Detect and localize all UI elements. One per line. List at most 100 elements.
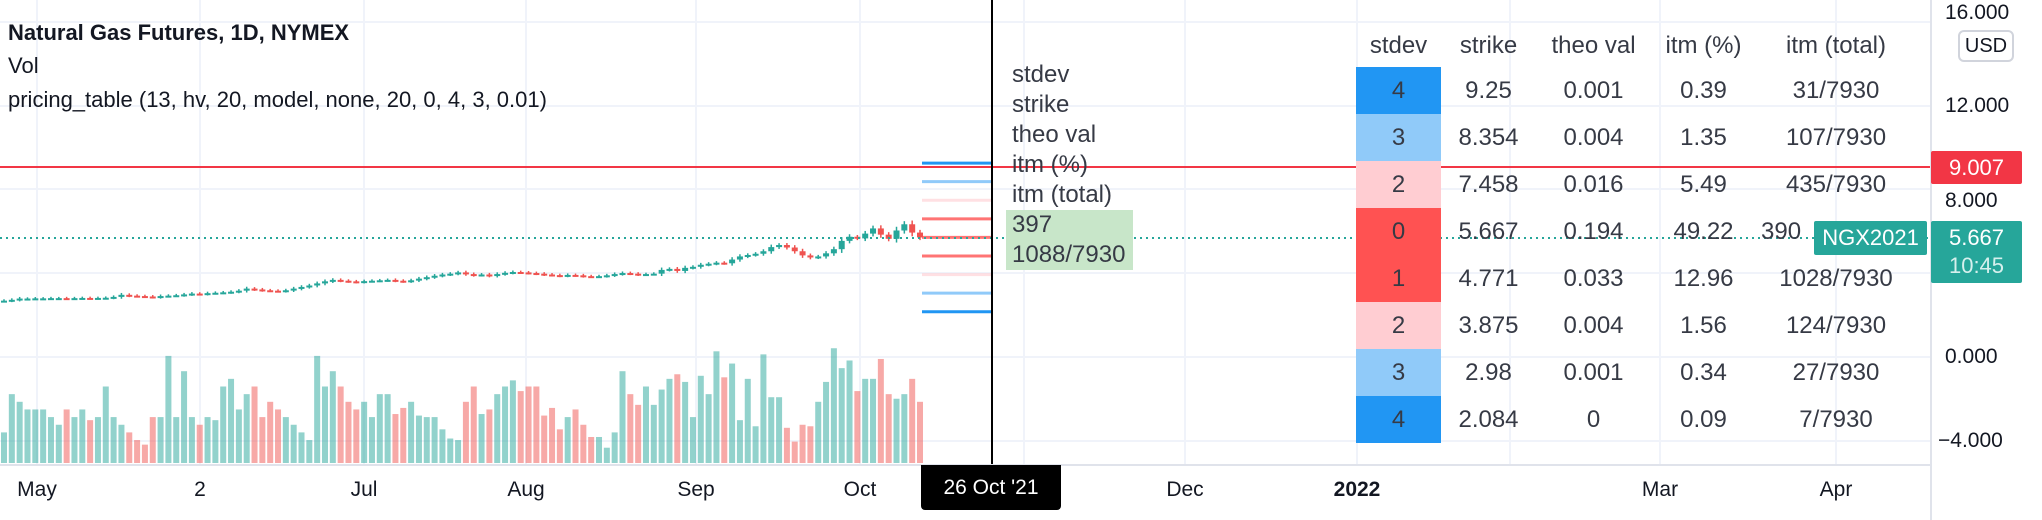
price-tick: 0.000 (1945, 345, 1998, 368)
volume-bar (760, 354, 767, 463)
table-cell-theo: 0.004 (1563, 312, 1624, 339)
volume-bar (63, 409, 70, 463)
volume-bar (689, 417, 696, 463)
candle-body (815, 256, 822, 259)
volume-bar (165, 355, 172, 463)
time-label: Mar (1641, 478, 1679, 501)
table-cell-itm_pct: 49.22 (1673, 218, 1734, 245)
table-cell-itm_total: 435/7930 (1785, 171, 1887, 198)
overlay-table-header: stdev (1012, 61, 1070, 88)
volume-bar (541, 415, 548, 463)
volume-bar (259, 417, 266, 463)
volume-bar (32, 409, 39, 463)
volume-bar (611, 432, 618, 463)
volume-bar (549, 407, 556, 463)
volume-bar (494, 394, 501, 463)
candle-body (619, 273, 626, 276)
table-cell-strike: 3.875 (1458, 312, 1519, 339)
volume-bar (838, 368, 845, 463)
volume-bar (447, 438, 454, 463)
volume-bar (40, 409, 47, 463)
candle-body (188, 293, 195, 296)
candle-body (267, 290, 274, 293)
overlay-table-header: itm (total) (1012, 181, 1113, 208)
volume-bar (721, 377, 728, 463)
candle-body (368, 280, 375, 283)
overlay-table-header: theo val (1012, 121, 1097, 148)
volume-bar (870, 378, 877, 463)
candle-body (87, 297, 94, 300)
overlay-pricing-table: stdev strike theo val itm (%) itm (total… (1006, 60, 1326, 270)
candle-body (298, 286, 305, 289)
candle-body (196, 293, 203, 296)
table-cell-itm_total: 390 (1761, 218, 1802, 245)
candle-body (431, 275, 438, 278)
volume-bar (188, 417, 195, 463)
candle-body (32, 298, 39, 301)
currency-button[interactable]: USD (1958, 30, 2014, 62)
volume-bar (815, 401, 822, 463)
volume-bar (149, 417, 156, 463)
volume-bar (603, 447, 610, 463)
candle-body (290, 288, 297, 291)
candle-body (282, 290, 289, 293)
table-cell-itm_total: 27/7930 (1792, 359, 1880, 386)
volume-bar (235, 409, 242, 463)
candle-body (165, 295, 172, 298)
table-cell-stdev: 1 (1356, 255, 1441, 302)
table-cell-itm_total: 31/7930 (1792, 77, 1880, 104)
candle-body (306, 285, 313, 288)
candle-body (674, 268, 681, 271)
volume-bar (580, 424, 587, 463)
volume-bar (204, 417, 211, 463)
table-cell-itm_total: 7/7930 (1799, 406, 1873, 433)
candle-body (799, 251, 806, 256)
volume-bar (157, 417, 164, 463)
candle-body (63, 298, 70, 301)
volume-bar (776, 397, 783, 463)
volume-legend[interactable]: Vol (8, 53, 39, 78)
table-header: stdev (1369, 32, 1428, 59)
table-cell-strike: 4.771 (1458, 265, 1519, 292)
price-tick-top: 16.000 (1945, 1, 2010, 24)
volume-bar (807, 426, 814, 463)
symbol-legend[interactable]: Natural Gas Futures, 1D, NYMEX (8, 20, 350, 45)
volume-bar (439, 429, 446, 463)
candle-body (126, 294, 133, 297)
time-label: Jul (350, 478, 378, 501)
volume-bar (596, 436, 603, 463)
candle-body (220, 292, 227, 295)
volume-bar (682, 381, 689, 463)
candle-body (611, 274, 618, 277)
volume-bar (854, 391, 861, 463)
table-cell-stdev: 2 (1356, 161, 1441, 208)
time-label: May (17, 478, 57, 501)
volume-bar (141, 444, 148, 463)
candle-body (588, 276, 595, 279)
time-label-year: 2022 (1333, 478, 1381, 501)
candle-body (572, 274, 579, 277)
indicator-legend[interactable]: pricing_table (13, hv, 20, model, none, … (8, 87, 547, 112)
candle-body (259, 289, 266, 292)
candle-body (8, 299, 15, 302)
volume-bar (846, 360, 853, 463)
volume-bar (392, 414, 399, 463)
volume-bar (24, 409, 31, 463)
volume-bar (181, 371, 188, 463)
volume-bar (400, 407, 407, 463)
volume-bar (666, 378, 673, 463)
table-cell-itm_pct: 0.39 (1680, 77, 1727, 104)
candle-body (462, 272, 469, 275)
candle-body (658, 269, 665, 274)
table-cell-theo: 0.016 (1563, 171, 1624, 198)
volume-bar (314, 355, 321, 463)
table-cell-theo: 0.004 (1563, 124, 1624, 151)
volume-bar (118, 424, 125, 463)
volume-bar (736, 420, 743, 463)
table-header: strike (1459, 32, 1518, 59)
table-cell-stdev: 4 (1356, 67, 1441, 114)
volume-bar (525, 386, 532, 463)
table-cell-stdev: 2 (1356, 302, 1441, 349)
candle-body (901, 224, 908, 231)
volume-bar (752, 426, 759, 463)
